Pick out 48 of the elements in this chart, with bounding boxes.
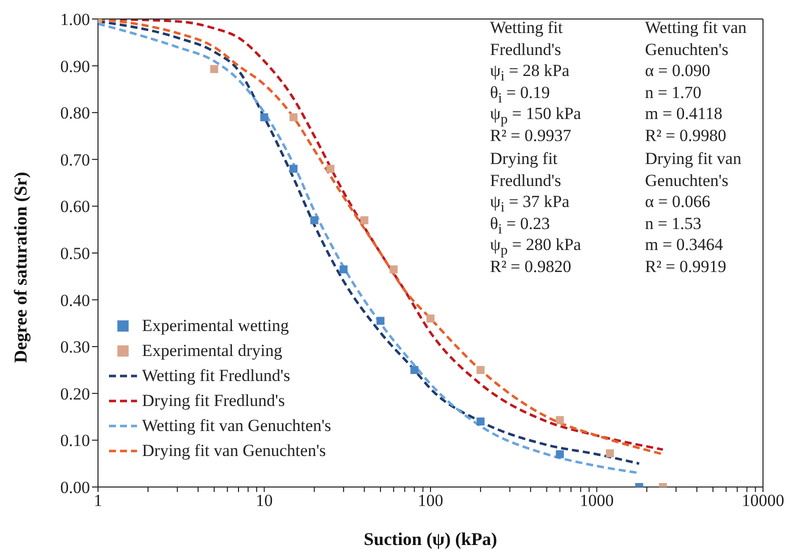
x-axis-title: Suction (ψ) (kPa) — [364, 529, 498, 549]
x-tick-label: 10000 — [742, 491, 784, 510]
y-axis-title: Degree of saturation (Sr) — [10, 172, 30, 363]
annotation: Drying fit — [490, 149, 558, 169]
annotation: α = 0.066 — [645, 192, 710, 212]
legend-label: Wetting fit van Genuchten's — [142, 415, 332, 437]
annotation: ψ$_{i}$ = 28 kPa — [490, 61, 570, 84]
annotation: Genuchten's — [645, 40, 728, 60]
annotation: n = 1.70 — [645, 82, 702, 102]
legend-label: Experimental wetting — [142, 315, 289, 337]
annotation: n = 1.53 — [645, 214, 702, 234]
y-tick-label: 0.60 — [60, 197, 90, 216]
annotation: ψ$_{p}$ = 150 kPa — [490, 104, 582, 128]
annotation: θ$_{i}$ = 0.19 — [490, 82, 550, 106]
x-tick-label: 1000 — [580, 491, 614, 510]
legend-label: Drying fit Fredlund's — [142, 390, 285, 412]
annotation: m = 0.4118 — [645, 104, 722, 124]
annotation: ψ$_{p}$ = 280 kPa — [490, 235, 582, 258]
y-tick-label: 0.80 — [60, 104, 90, 123]
legend-label: Wetting fit Fredlund's — [142, 365, 290, 387]
annotation: α = 0.090 — [645, 61, 710, 81]
legend-label: Drying fit van Genuchten's — [142, 440, 326, 462]
y-tick-label: 0.90 — [60, 56, 90, 76]
legend-label: Experimental drying — [142, 340, 282, 362]
annotation: Wetting fit — [490, 18, 563, 38]
x-tick-label: 10 — [256, 491, 273, 510]
annotation: ψ$_{i}$ = 37 kPa — [490, 192, 570, 216]
y-tick-label: 0.10 — [60, 431, 90, 450]
annotation: Fredlund's — [490, 40, 562, 60]
annotation: R² = 0.9820 — [490, 256, 572, 276]
annotation: Drying fit van — [645, 149, 742, 169]
annotation: Wetting fit van — [645, 18, 747, 38]
y-tick-label: 1.00 — [60, 10, 90, 30]
x-tick-label: 1 — [94, 491, 102, 510]
y-tick-label: 0.40 — [60, 290, 90, 310]
annotation: R² = 0.9980 — [645, 126, 726, 146]
annotation: Genuchten's — [645, 170, 728, 190]
y-tick-label: 0.00 — [60, 478, 90, 498]
annotation: R² = 0.9919 — [645, 256, 726, 276]
y-tick-label: 0.50 — [60, 244, 90, 264]
y-tick-label: 0.70 — [60, 150, 90, 170]
annotation: R² = 0.9937 — [490, 126, 572, 146]
y-tick-label: 0.30 — [60, 338, 90, 357]
x-tick-label: 100 — [418, 491, 444, 510]
annotation: m = 0.3464 — [645, 235, 724, 255]
annotation: θ$_{i}$ = 0.23 — [490, 214, 550, 237]
annotation: Fredlund's — [490, 170, 562, 190]
y-tick-label: 0.20 — [60, 384, 90, 404]
